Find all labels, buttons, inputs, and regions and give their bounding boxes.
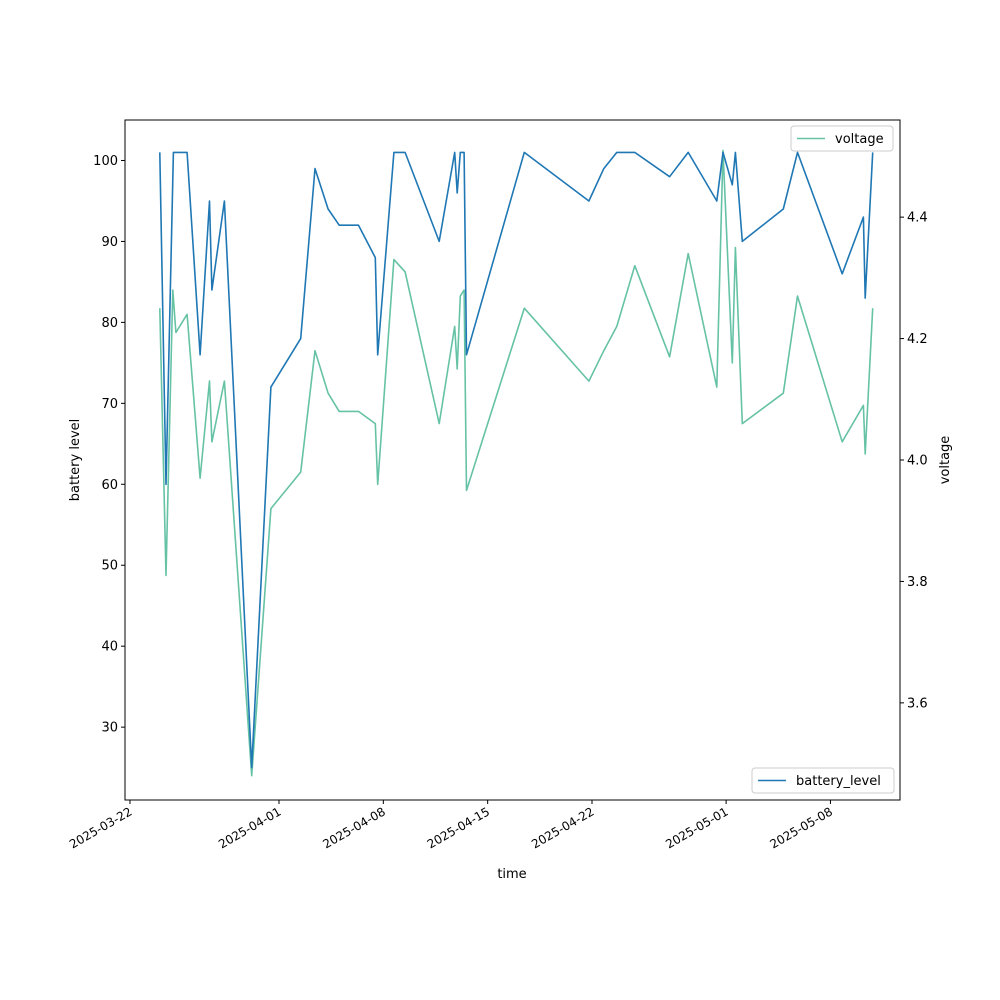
legend-battery-level-box: [751, 767, 895, 794]
y-left-tick-label: 70: [101, 397, 118, 412]
y-right-tick-label: 4.0: [907, 454, 928, 469]
series-layer: [159, 149, 874, 777]
y-right-axis-label: voltage: [938, 436, 953, 485]
x-axis-label: time: [497, 867, 526, 882]
y-left-axis-label: battery level: [68, 419, 83, 502]
y-left-axis: 30 40 50 60 70 80 90 100: [93, 154, 125, 736]
y-right-axis: 3.6 3.8 4.0 4.2 4.4: [900, 211, 928, 711]
legend-voltage-label: voltage: [835, 132, 884, 147]
y-right-tick-label: 4.4: [907, 211, 928, 226]
series-line-voltage: [159, 149, 874, 777]
y-left-tick-label: 40: [101, 640, 118, 655]
y-right-tick-label: 3.6: [907, 696, 928, 711]
y-left-tick-label: 60: [101, 478, 118, 493]
legend-battery-level-label: battery_level: [796, 774, 881, 789]
y-left-tick-label: 50: [101, 559, 118, 574]
y-right-tick-label: 3.8: [907, 575, 928, 590]
y-left-tick-label: 80: [101, 316, 118, 331]
y-left-tick-label: 90: [101, 235, 118, 250]
legend-voltage-box: [790, 125, 894, 152]
y-right-tick-label: 4.2: [907, 332, 928, 347]
legend-layer: voltage battery_level: [751, 125, 895, 794]
series-line-battery-level: [159, 151, 874, 769]
y-left-tick-label: 30: [101, 721, 118, 736]
y-left-tick-label: 100: [93, 154, 118, 169]
